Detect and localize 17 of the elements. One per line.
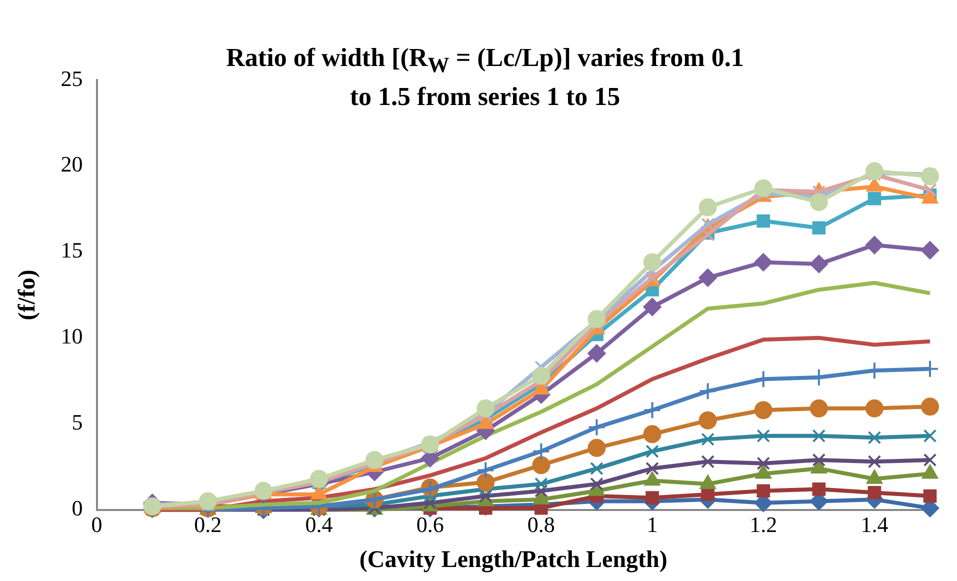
x-tick-label: 1.4 [860,512,888,537]
x-tick-label: 0.6 [416,512,444,537]
y-tick-label: 25 [60,66,83,91]
y-axis-title: (f/fo) [14,270,41,320]
chart-title: Ratio of width [(R$_{W}$ = (Lc/Lp)] varies from 0.1 to 1.5 from series 1 to 15 [225,42,745,112]
y-tick-label: 10 [60,324,83,349]
y-tick-label: 15 [60,238,83,263]
x-tick-label: 0 [91,512,102,537]
x-axis-title: (Cavity Length/Patch Length) [359,546,668,573]
x-tick-label: 1.2 [750,512,778,537]
x-tick-label: 0.8 [527,512,555,537]
y-tick-label: 0 [72,496,83,521]
x-tick-label: 0.4 [305,512,333,537]
y-tick-label: 5 [72,410,83,435]
y-tick-label: 20 [60,152,83,177]
x-tick-label: 0.2 [194,512,222,537]
x-tick-label: 1 [646,512,658,537]
